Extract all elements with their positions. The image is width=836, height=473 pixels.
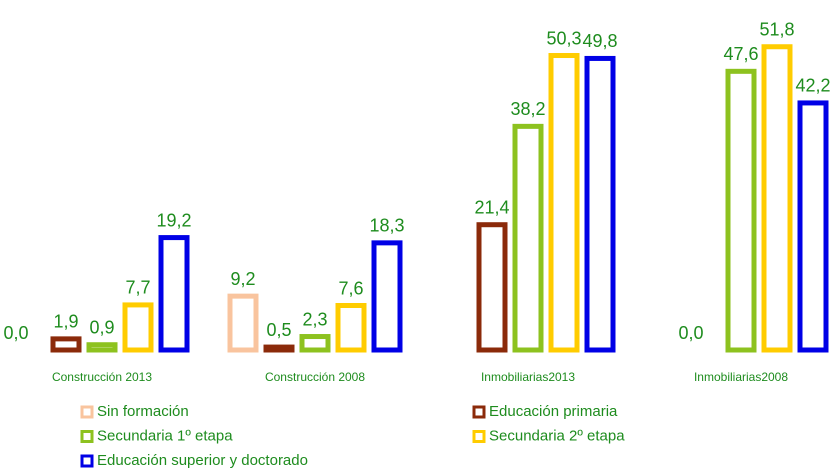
legend-label: Educación primaria: [489, 403, 618, 420]
value-label: 0,0: [678, 323, 703, 343]
value-label: 7,7: [125, 278, 150, 298]
value-label: 0,5: [266, 320, 291, 340]
value-label: 19,2: [156, 210, 191, 230]
bar: [335, 303, 367, 353]
legend-label: Secundaria 2º etapa: [489, 427, 625, 444]
bar: [371, 240, 403, 353]
bar: [122, 302, 154, 353]
legend-label: Sin formación: [97, 403, 189, 420]
value-label: 49,8: [582, 31, 617, 51]
bar: [512, 123, 544, 353]
bar: [761, 44, 793, 353]
legend-label: Educación superior y doctorado: [97, 452, 308, 469]
bar: [158, 235, 190, 353]
value-label: 18,3: [369, 216, 404, 236]
bar: [50, 336, 82, 353]
value-label: 2,3: [302, 309, 327, 329]
value-label: 0,0: [3, 323, 28, 343]
bar: [86, 342, 118, 353]
value-label: 0,9: [89, 317, 114, 337]
value-label: 38,2: [510, 99, 545, 119]
bar: [797, 100, 829, 353]
bar: [725, 68, 757, 353]
legend-label: Secundaria 1º etapa: [97, 427, 233, 444]
bar: [299, 334, 331, 353]
category-label: Construcción 2013: [52, 370, 152, 384]
legend-marker: [472, 405, 486, 419]
value-label: 7,6: [338, 278, 363, 298]
category-label: Construcción 2008: [265, 370, 365, 384]
category-label: Inmobiliarias2013: [481, 370, 575, 384]
bar: [227, 293, 259, 353]
value-label: 1,9: [53, 312, 78, 332]
value-label: 51,8: [759, 19, 794, 39]
legend-marker: [80, 430, 94, 443]
value-label: 47,6: [723, 44, 758, 64]
bar: [476, 222, 508, 353]
value-label: 42,2: [795, 76, 830, 96]
bar: [548, 53, 580, 353]
bar: [263, 344, 295, 353]
value-label: 21,4: [474, 197, 509, 217]
value-label: 9,2: [230, 269, 255, 289]
bar: [584, 55, 616, 353]
value-label: 50,3: [546, 28, 581, 48]
legend-marker: [80, 405, 94, 419]
category-label: Inmobiliarias2008: [694, 370, 788, 384]
legend-marker: [472, 430, 486, 443]
legend-marker: [80, 454, 94, 468]
